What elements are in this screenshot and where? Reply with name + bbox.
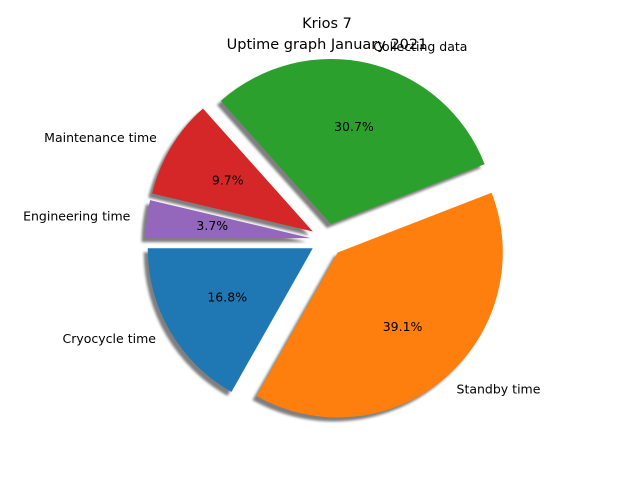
pie-slices (145, 58, 503, 418)
slice-label-collecting-data: Collecting data (373, 39, 467, 54)
slice-label-engineering-time: Engineering time (23, 209, 131, 224)
slice-collecting-data (220, 58, 485, 224)
slice-maintenance-time (152, 108, 313, 232)
chart-subtitle: Uptime graph January 2021 (227, 37, 428, 53)
slice-cryocycle-time (147, 248, 313, 392)
slice-label-maintenance-time: Maintenance time (44, 130, 157, 145)
slice-engineering-time (145, 200, 311, 239)
slice-standby-time (256, 192, 503, 418)
chart-title: Krios 7 (302, 16, 352, 32)
slice-label-standby-time: Standby time (457, 381, 541, 396)
slice-labels: Cryocycle time 16.8% Standby time 39.1% Coll… (23, 39, 541, 396)
slice-percent-engineering-time: 3.7% (196, 218, 228, 233)
slice-percent-maintenance-time: 9.7% (212, 172, 244, 187)
slice-label-cryocycle-time: Cryocycle time (63, 331, 157, 346)
slice-percent-standby-time: 39.1% (383, 319, 423, 334)
slice-percent-cryocycle-time: 16.8% (207, 290, 247, 305)
slice-percent-collecting-data: 30.7% (334, 119, 374, 134)
